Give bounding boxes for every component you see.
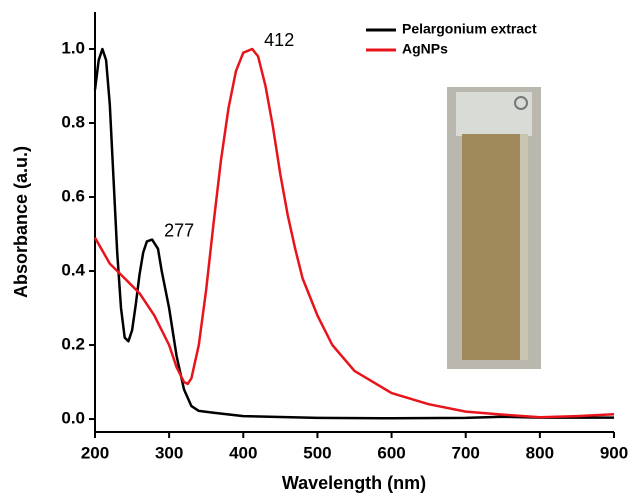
x-tick-label: 700 <box>452 443 480 462</box>
y-tick-label: 0.2 <box>61 335 85 354</box>
x-tick-label: 400 <box>229 443 257 462</box>
cuvette-edge <box>520 134 528 360</box>
x-tick-label: 300 <box>155 443 183 462</box>
inset-photo <box>447 87 541 369</box>
bubble <box>514 96 528 110</box>
annotation: 412 <box>264 30 294 50</box>
series-line <box>93 47 614 420</box>
x-tick-label: 900 <box>600 443 628 462</box>
y-tick-label: 1.0 <box>61 38 85 57</box>
x-axis-title: Wavelength (nm) <box>282 473 426 493</box>
series-line <box>93 47 615 419</box>
annotation: 277 <box>164 220 194 240</box>
liquid <box>462 134 524 360</box>
x-tick-label: 600 <box>377 443 405 462</box>
x-tick-label: 500 <box>303 443 331 462</box>
x-tick-label: 200 <box>81 443 109 462</box>
y-tick-label: 0.8 <box>61 112 85 131</box>
y-tick-label: 0.6 <box>61 187 85 206</box>
cuvette-top <box>456 92 532 136</box>
y-tick-label: 0.0 <box>61 409 85 428</box>
y-tick-label: 0.4 <box>61 261 85 280</box>
y-axis-title: Absorbance (a.u.) <box>11 146 31 298</box>
legend-label: Pelargonium extract <box>402 21 537 37</box>
legend-label: AgNPs <box>402 41 448 57</box>
x-tick-label: 800 <box>526 443 554 462</box>
